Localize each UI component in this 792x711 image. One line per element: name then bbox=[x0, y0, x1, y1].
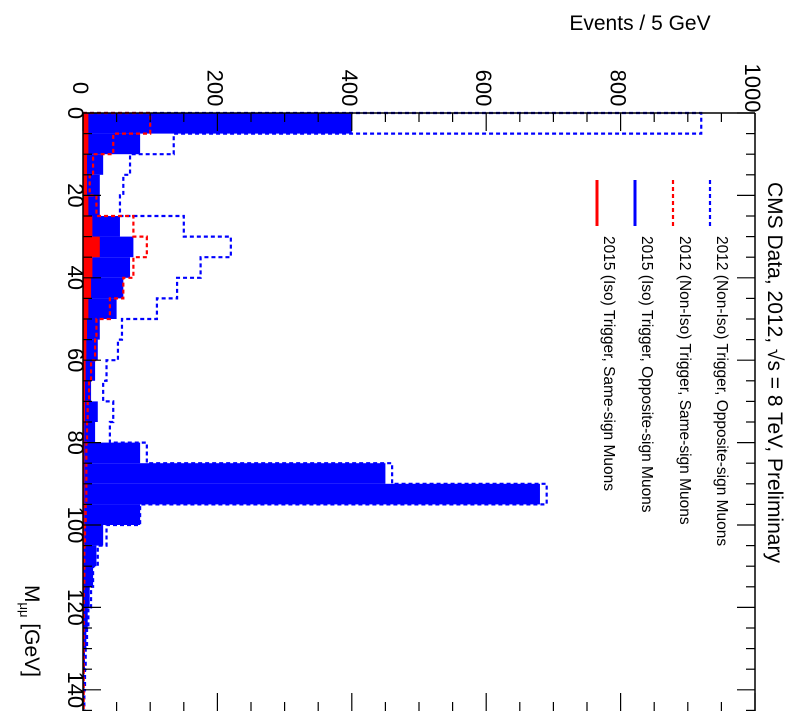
events-tick-label: 200 bbox=[202, 70, 227, 107]
mass-axis-title-unit: [GeV] bbox=[20, 617, 43, 677]
bar-series-2-bin-16 bbox=[83, 442, 141, 464]
bar-series-3-bin-14 bbox=[83, 401, 86, 422]
mass-tick-label: 120 bbox=[63, 589, 88, 626]
mass-axis-title-main: M bbox=[20, 585, 43, 603]
legend-label-0: 2012 (Non-Iso) Trigger, Opposite-sign Mu… bbox=[713, 236, 730, 546]
axes-layer bbox=[82, 112, 756, 711]
bar-series-2-bin-17 bbox=[83, 463, 386, 484]
events-tick-label: 1000 bbox=[740, 64, 765, 113]
legend: 2012 (Non-Iso) Trigger, Opposite-sign Mu… bbox=[595, 180, 730, 546]
bar-series-3-bin-9 bbox=[83, 298, 89, 319]
events-tick-label: 0 bbox=[68, 82, 93, 94]
bar-series-3-bin-12 bbox=[83, 360, 86, 381]
bar-series-3-bin-10 bbox=[83, 319, 88, 340]
legend-label-1: 2012 (Non-Iso) Trigger, Same-sign Muons bbox=[676, 236, 693, 525]
mass-axis-title-sub: μμ bbox=[17, 603, 32, 618]
bar-series-2-bin-23 bbox=[83, 586, 90, 608]
bar-series-2-bin-8 bbox=[83, 277, 124, 299]
bar-series-3-bin-0 bbox=[83, 113, 89, 134]
bar-series-3-bin-13 bbox=[83, 380, 86, 402]
bar-series-2-bin-7 bbox=[83, 257, 131, 278]
legend-label-2: 2015 (Iso) Trigger, Opposite-sign Muons bbox=[638, 236, 655, 513]
mass-tick-label: 40 bbox=[63, 266, 88, 290]
bar-series-2-bin-3 bbox=[83, 174, 100, 196]
mass-tick-label: 100 bbox=[63, 507, 88, 544]
bar-series-2-bin-13 bbox=[83, 380, 92, 402]
events-tick-label: 800 bbox=[606, 70, 631, 107]
bar-series-2-bin-18 bbox=[83, 483, 540, 505]
bar-series-3-bin-2 bbox=[83, 154, 88, 175]
mass-tick-label: 20 bbox=[63, 183, 88, 207]
bar-series-3-bin-1 bbox=[83, 133, 89, 155]
bar-series-2-bin-24 bbox=[83, 607, 88, 628]
bar-series-3-bin-6 bbox=[83, 236, 100, 258]
mass-axis-title: Mμμ [GeV] bbox=[17, 585, 43, 677]
bar-series-2-bin-21 bbox=[83, 545, 97, 567]
mass-tick-label: 60 bbox=[63, 348, 88, 372]
bar-series-2-bin-19 bbox=[83, 504, 141, 525]
events-tick-label: 600 bbox=[471, 70, 496, 107]
bar-series-2-bin-20 bbox=[83, 525, 104, 546]
bar-series-2-bin-14 bbox=[83, 401, 98, 422]
bars-layer bbox=[83, 113, 540, 711]
mass-tick-label: 0 bbox=[63, 107, 88, 119]
bar-series-3-bin-11 bbox=[83, 339, 87, 361]
bar-series-2-bin-22 bbox=[83, 566, 94, 587]
bar-series-3-bin-8 bbox=[83, 277, 92, 299]
bar-series-3-bin-4 bbox=[83, 195, 89, 216]
bar-series-3-bin-7 bbox=[83, 257, 93, 278]
mass-tick-label: 140 bbox=[63, 671, 88, 708]
bar-series-3-bin-5 bbox=[83, 216, 93, 237]
legend-label-3: 2015 (Iso) Trigger, Same-sign Muons bbox=[600, 236, 617, 491]
labels-layer: 0 200 400 600 800 1000 0 20 40 60 80 100 120 140 Event… bbox=[17, 12, 786, 708]
events-tick-label: 400 bbox=[337, 70, 362, 107]
bar-series-2-bin-9 bbox=[83, 298, 117, 319]
mass-tick-label: 80 bbox=[63, 430, 88, 454]
chart-title: CMS Data, 2012, √s = 8 TeV, Preliminary bbox=[763, 182, 786, 563]
bar-series-2-bin-1 bbox=[83, 133, 141, 155]
bar-series-3-bin-3 bbox=[83, 174, 88, 196]
events-axis-title: Events / 5 GeV bbox=[569, 12, 710, 35]
